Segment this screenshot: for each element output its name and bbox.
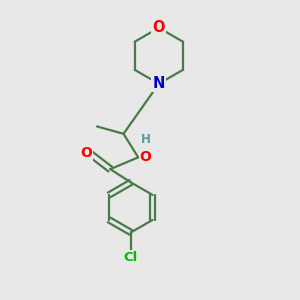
Text: Cl: Cl bbox=[124, 251, 138, 264]
Text: H: H bbox=[141, 133, 151, 146]
Text: O: O bbox=[153, 20, 165, 35]
Text: O: O bbox=[140, 150, 152, 164]
Text: N: N bbox=[153, 76, 165, 91]
Text: O: O bbox=[80, 146, 92, 160]
